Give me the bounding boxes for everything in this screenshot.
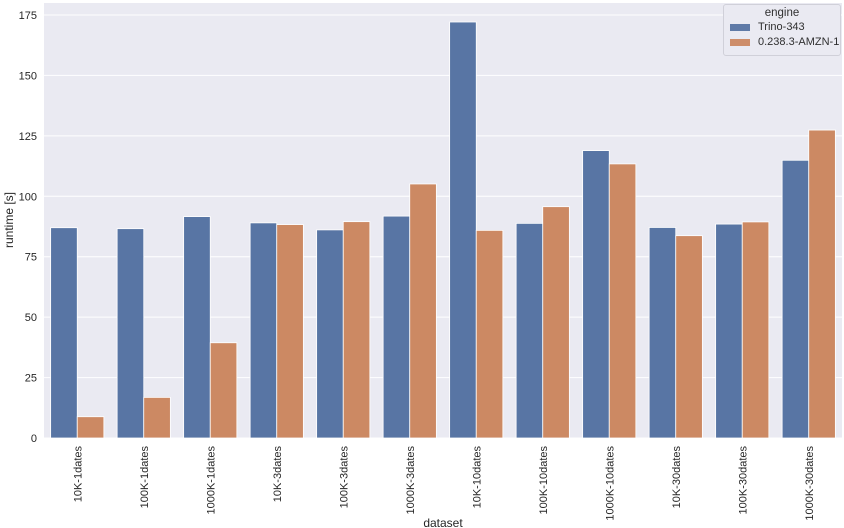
bar (316, 229, 344, 439)
y-tick-label: 100 (19, 191, 37, 203)
y-tick-label: 150 (19, 70, 37, 82)
legend-label: Trino-343 (758, 21, 805, 33)
bar (449, 21, 477, 439)
bar (542, 206, 570, 439)
bar (342, 221, 371, 439)
x-tick-label: 100K-10dates (538, 446, 550, 515)
bar (582, 150, 610, 439)
gridlines (44, 14, 842, 439)
bar (409, 183, 437, 439)
x-tick-label: 100K-30dates (737, 446, 749, 515)
bar (608, 163, 637, 439)
y-axis-ticks: 0 25 50 75 100 125 150 175 (19, 10, 37, 445)
bar (715, 223, 743, 439)
bar (276, 224, 304, 439)
bar (741, 221, 770, 439)
bars (50, 21, 836, 439)
y-tick-label: 0 (31, 433, 37, 445)
legend: engine Trino-343 0.238.3-AMZN-1 (723, 4, 841, 56)
x-tick-label: 10K-30dates (671, 446, 683, 509)
x-axis-label: dataset (423, 516, 463, 528)
x-tick-label: 1000K-1dates (205, 446, 217, 515)
y-tick-label: 175 (19, 10, 37, 22)
y-axis-label: runtime [s] (2, 192, 16, 248)
y-tick-label: 25 (25, 373, 37, 385)
x-tick-label: 100K-1dates (139, 446, 151, 509)
y-tick-label: 125 (19, 131, 37, 143)
x-tick-label: 10K-3dates (272, 446, 284, 503)
bar (143, 396, 171, 439)
y-tick-label: 50 (25, 312, 37, 324)
bar (76, 416, 105, 439)
bar (808, 129, 836, 439)
x-tick-label: 1000K-10dates (604, 446, 616, 521)
legend-item-trino: Trino-343 (730, 20, 840, 34)
bar (675, 235, 703, 439)
bar (382, 215, 411, 439)
x-tick-label: 100K-3dates (338, 446, 350, 509)
x-tick-label: 10K-10dates (471, 446, 483, 509)
bar (183, 216, 211, 439)
bar (209, 342, 238, 439)
bar (515, 222, 544, 439)
bar (116, 228, 145, 439)
x-tick-label: 1000K-30dates (804, 446, 816, 521)
legend-swatch-icon (730, 38, 750, 46)
legend-title: engine (764, 7, 800, 19)
bar (249, 222, 278, 439)
legend-item-amzn: 0.238.3-AMZN-1 (730, 35, 840, 49)
x-tick-label: 10K-1dates (72, 446, 84, 503)
bar (648, 227, 677, 439)
bar (50, 227, 78, 439)
x-axis-ticks: 10K-1dates 100K-1dates 1000K-1dates 10K-3da… (72, 446, 816, 521)
bar (475, 229, 504, 439)
bar (781, 159, 810, 439)
x-tick-label: 1000K-3dates (405, 446, 417, 515)
legend-swatch-icon (730, 23, 750, 31)
legend-label: 0.238.3-AMZN-1 (758, 36, 840, 48)
y-tick-label: 75 (25, 252, 37, 264)
